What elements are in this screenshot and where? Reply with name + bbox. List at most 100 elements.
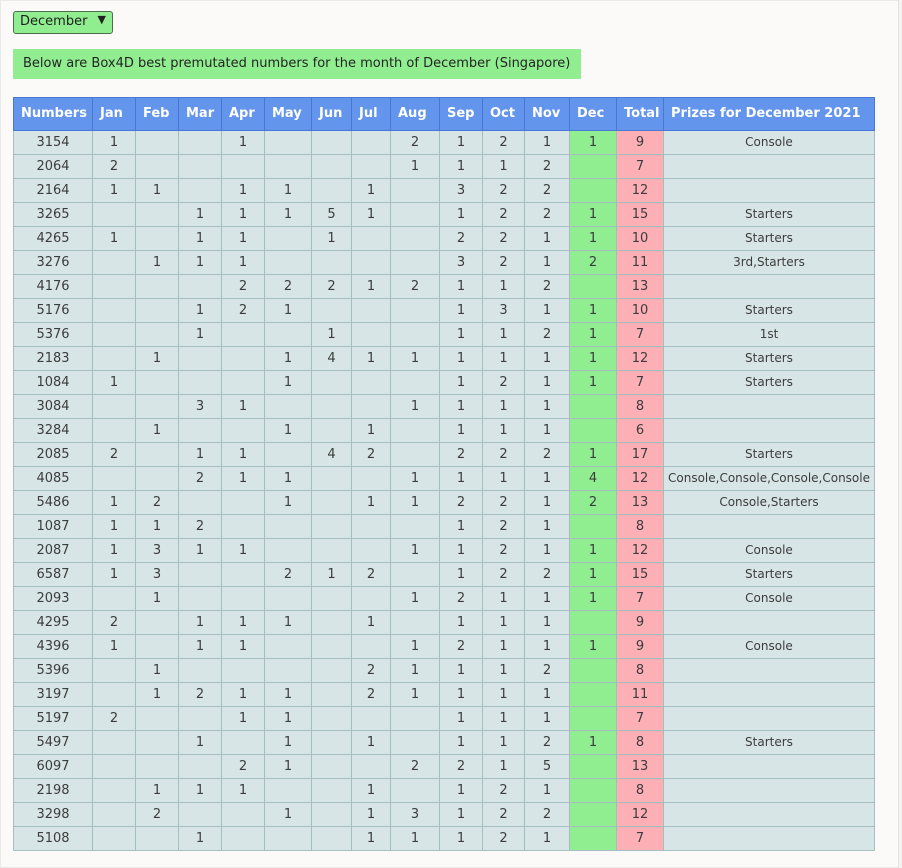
month-cell	[390, 513, 440, 539]
dec-cell: 1	[569, 585, 617, 611]
table-row: 3298 2 1 1 3 1 2 2 12	[13, 801, 875, 827]
month-cell: 1	[92, 369, 136, 395]
dec-cell	[569, 609, 617, 635]
window-edge	[898, 0, 902, 868]
dec-cell: 1	[569, 369, 617, 395]
month-cell	[221, 369, 265, 395]
month-cell	[311, 177, 352, 203]
dec-cell: 1	[569, 297, 617, 323]
month-cell: 1	[92, 129, 136, 155]
month-cell: 2	[221, 273, 265, 299]
month-cell	[351, 321, 391, 347]
month-cell: 1	[524, 297, 570, 323]
month-cell	[135, 729, 179, 755]
dec-cell	[569, 705, 617, 731]
month-cell	[390, 561, 440, 587]
month-cell: 1	[221, 633, 265, 659]
month-cell: 1	[221, 249, 265, 275]
month-cell: 3	[135, 561, 179, 587]
number-cell: 4265	[13, 225, 93, 251]
table-row: 3197 1 2 1 1 2 1 1 1 1 11	[13, 681, 875, 707]
month-cell: 1	[390, 489, 440, 515]
month-cell: 1	[390, 537, 440, 563]
total-cell: 13	[616, 489, 664, 515]
month-cell: 2	[482, 369, 525, 395]
month-cell	[311, 417, 352, 443]
month-cell	[92, 777, 136, 803]
month-cell	[264, 585, 312, 611]
month-cell: 2	[135, 489, 179, 515]
month-cell: 1	[351, 777, 391, 803]
prizes-cell	[663, 825, 875, 851]
table-row: 5108 1 1 1 1 2 1 7	[13, 825, 875, 851]
month-cell: 2	[439, 489, 483, 515]
month-cell: 1	[524, 489, 570, 515]
month-cell: 2	[264, 273, 312, 299]
prizes-cell: Console	[663, 633, 875, 659]
month-cell	[264, 633, 312, 659]
number-cell: 6097	[13, 753, 93, 779]
number-cell: 2093	[13, 585, 93, 611]
number-cell: 4295	[13, 609, 93, 635]
column-header-oct: Oct	[482, 96, 525, 131]
number-cell: 3284	[13, 417, 93, 443]
month-cell: 1	[264, 489, 312, 515]
total-cell: 7	[616, 705, 664, 731]
month-cell	[311, 705, 352, 731]
prizes-cell	[663, 657, 875, 683]
month-cell: 1	[178, 729, 222, 755]
table-row: 5176 1 2 1 1 3 1 1 10 Starters	[13, 297, 875, 323]
month-cell	[264, 441, 312, 467]
table-row: 2064 2 1 1 1 2 7	[13, 153, 875, 179]
month-cell	[92, 585, 136, 611]
month-cell: 2	[311, 273, 352, 299]
month-cell	[351, 129, 391, 155]
month-cell: 2	[264, 561, 312, 587]
month-cell: 1	[390, 153, 440, 179]
month-cell: 2	[482, 537, 525, 563]
number-cell: 2087	[13, 537, 93, 563]
month-cell: 3	[439, 249, 483, 275]
month-cell	[311, 297, 352, 323]
month-cell: 1	[92, 225, 136, 251]
month-cell: 1	[439, 681, 483, 707]
month-cell: 2	[482, 513, 525, 539]
month-cell: 2	[524, 561, 570, 587]
month-cell: 1	[178, 609, 222, 635]
month-cell: 2	[92, 705, 136, 731]
month-cell: 1	[264, 177, 312, 203]
month-cell: 1	[311, 561, 352, 587]
total-cell: 13	[616, 753, 664, 779]
month-cell	[351, 249, 391, 275]
month-cell	[311, 657, 352, 683]
month-cell: 1	[524, 585, 570, 611]
total-cell: 12	[616, 537, 664, 563]
month-cell: 2	[390, 273, 440, 299]
column-header-dec: Dec	[569, 96, 617, 131]
month-cell	[135, 321, 179, 347]
month-cell: 1	[439, 705, 483, 731]
month-cell	[92, 393, 136, 419]
month-cell	[351, 369, 391, 395]
month-cell	[264, 153, 312, 179]
month-cell	[264, 825, 312, 851]
prizes-cell	[663, 273, 875, 299]
month-cell: 1	[524, 129, 570, 155]
table-row: 2093 1 1 2 1 1 1 7 Console	[13, 585, 875, 611]
month-cell: 1	[482, 609, 525, 635]
month-cell: 2	[482, 441, 525, 467]
month-cell	[311, 513, 352, 539]
month-cell: 2	[439, 585, 483, 611]
month-cell: 2	[439, 225, 483, 251]
month-cell: 1	[351, 825, 391, 851]
month-cell	[351, 753, 391, 779]
month-cell: 1	[390, 345, 440, 371]
total-cell: 7	[616, 321, 664, 347]
prizes-cell: 1st	[663, 321, 875, 347]
dec-cell	[569, 177, 617, 203]
month-select[interactable]: December	[13, 10, 113, 34]
month-cell: 1	[264, 609, 312, 635]
month-cell: 1	[178, 825, 222, 851]
month-cell	[311, 825, 352, 851]
number-cell: 6587	[13, 561, 93, 587]
